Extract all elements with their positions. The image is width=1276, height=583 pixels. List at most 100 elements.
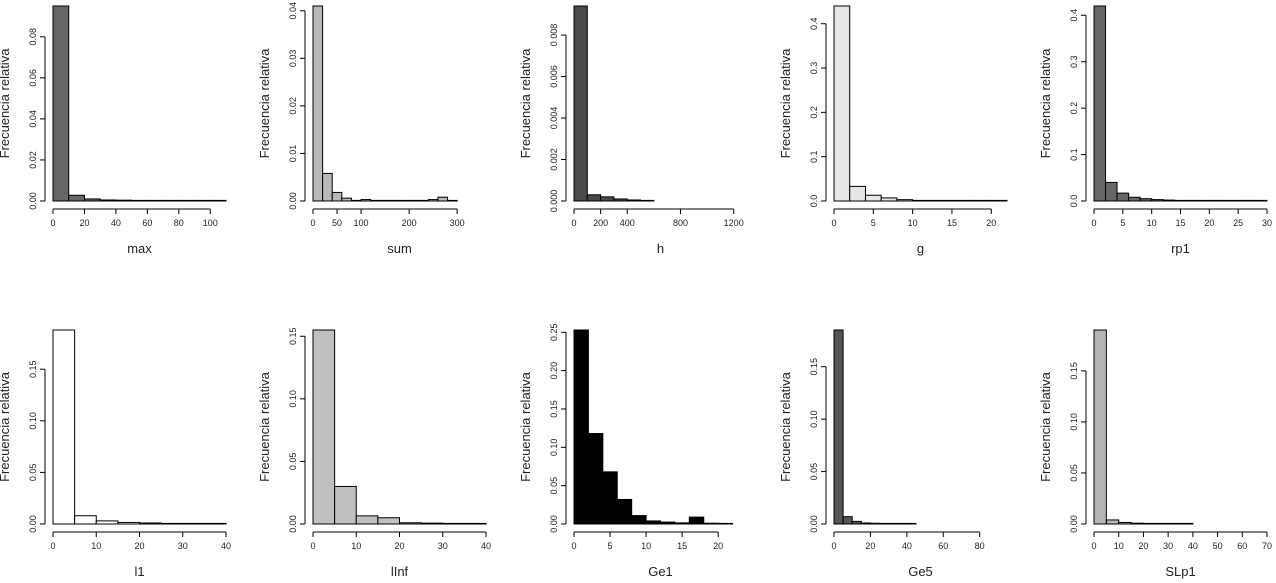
histogram-bar xyxy=(1142,522,1157,525)
y-tick-label: 0.1 xyxy=(1069,148,1079,161)
histogram-bar xyxy=(1208,199,1222,202)
histogram-bar xyxy=(74,515,97,525)
histogram-bar xyxy=(975,199,992,202)
histogram-bar xyxy=(463,522,487,525)
y-tick-label: 0.00 xyxy=(549,515,559,533)
y-tick-label: 0.03 xyxy=(288,50,298,68)
histogram-bar xyxy=(1254,199,1268,202)
histogram-bar xyxy=(990,199,1008,202)
y-axis-label: Frecuencia relativa xyxy=(518,371,533,482)
histogram-bar xyxy=(943,199,961,202)
histogram-bar xyxy=(896,199,914,202)
x-tick-label: 20 xyxy=(1138,541,1148,551)
histogram-bar xyxy=(95,520,119,525)
x-tick-label: 10 xyxy=(91,541,101,551)
y-axis-label: Frecuencia relativa xyxy=(257,48,272,159)
histogram-bar xyxy=(350,199,362,202)
histogram-bar xyxy=(1231,199,1245,202)
x-tick-label: 80 xyxy=(975,541,985,551)
x-tick-label: 400 xyxy=(620,218,635,228)
histogram-bar xyxy=(52,5,70,202)
x-tick-label: 40 xyxy=(221,541,231,551)
histogram-bar xyxy=(160,522,184,525)
y-axis-label: Frecuencia relativa xyxy=(518,48,533,159)
histogram-bar xyxy=(842,516,853,525)
histogram-bar xyxy=(162,199,180,202)
histogram-bar xyxy=(115,199,133,202)
histogram-bar xyxy=(437,196,449,202)
histogram-bar xyxy=(194,199,211,202)
y-tick-label: 0.008 xyxy=(549,24,559,47)
y-tick-label: 0.02 xyxy=(288,97,298,115)
x-tick-label: 1200 xyxy=(724,218,744,228)
x-tick-label: 70 xyxy=(1262,541,1272,551)
histogram-bar xyxy=(645,520,662,525)
histogram-panel-SLp1: 0 10 20 30 40 50 60 70 0.00 0.05 0.10 0.15 SLp1 Frecu… xyxy=(1038,329,1272,579)
y-tick-label: 0.04 xyxy=(288,2,298,20)
y-tick-label: 0.08 xyxy=(28,28,38,46)
histogram-bar xyxy=(573,5,588,202)
histogram-bar xyxy=(1130,522,1144,525)
y-tick-label: 0.15 xyxy=(549,400,559,418)
histogram-bar xyxy=(906,522,917,525)
histogram-bar xyxy=(399,522,422,525)
y-tick-label: 0.000 xyxy=(549,190,559,213)
y-axis-label: Frecuencia relativa xyxy=(778,48,793,159)
x-tick-label: 0 xyxy=(50,541,55,551)
y-tick-label: 0.15 xyxy=(1069,362,1079,380)
histogram-bar xyxy=(959,199,977,202)
x-tick-label: 0 xyxy=(310,541,315,551)
histogram-bar xyxy=(626,199,642,202)
y-tick-label: 0.15 xyxy=(28,360,38,378)
x-tick-label: 20 xyxy=(713,541,723,551)
histogram-bar xyxy=(331,191,343,202)
x-tick-label: 50 xyxy=(332,218,342,228)
histogram-bar xyxy=(640,199,655,202)
histogram-bar xyxy=(312,5,324,202)
histogram-bar xyxy=(912,199,929,202)
histogram-bar xyxy=(360,199,372,202)
histogram-bar xyxy=(341,197,352,202)
histogram-bar xyxy=(869,522,881,525)
y-tick-label: 0.3 xyxy=(809,62,819,75)
histogram-bar xyxy=(660,521,676,525)
histogram-bar xyxy=(334,485,357,525)
y-tick-label: 0.05 xyxy=(1069,464,1079,482)
histogram-bar xyxy=(83,198,101,202)
y-tick-label: 0.25 xyxy=(549,324,559,342)
x-axis-label: max xyxy=(127,241,152,256)
histogram-bar xyxy=(860,522,871,525)
histogram-bar xyxy=(927,199,945,202)
histogram-bar xyxy=(68,194,85,202)
x-tick-label: 10 xyxy=(908,218,918,228)
x-tick-label: 300 xyxy=(450,218,465,228)
histogram-bar xyxy=(833,329,844,525)
x-tick-label: 40 xyxy=(902,541,912,551)
histogram-bar xyxy=(703,522,719,525)
y-tick-label: 0.00 xyxy=(28,515,38,533)
x-tick-label: 5 xyxy=(608,541,613,551)
y-tick-label: 0.10 xyxy=(549,439,559,457)
x-tick-label: 50 xyxy=(1213,541,1223,551)
histogram-bar xyxy=(879,522,890,525)
histogram-bar xyxy=(717,522,734,525)
histogram-bar xyxy=(1151,199,1164,202)
x-tick-label: 800 xyxy=(673,218,688,228)
histogram-panel-Ge5: 0 20 40 60 80 0.00 0.05 0.10 0.15 Ge5 Frecuencia r… xyxy=(778,329,985,579)
x-axis-label: l1 xyxy=(134,564,144,579)
x-tick-label: 30 xyxy=(1163,541,1173,551)
histogram-bar xyxy=(1128,196,1141,202)
histogram-bar xyxy=(389,199,401,202)
x-tick-label: 5 xyxy=(1120,218,1125,228)
y-axis-label: Frecuencia relativa xyxy=(1038,371,1053,482)
histogram-bar xyxy=(616,498,633,525)
histogram-bar xyxy=(355,515,379,525)
y-axis-label: Frecuencia relativa xyxy=(1038,48,1053,159)
histogram-bar xyxy=(178,199,196,202)
y-tick-label: 0.06 xyxy=(28,69,38,87)
histogram-bar xyxy=(379,199,391,202)
histogram-bar xyxy=(209,199,227,202)
histogram-bar xyxy=(131,199,148,202)
x-tick-label: 60 xyxy=(1237,541,1247,551)
